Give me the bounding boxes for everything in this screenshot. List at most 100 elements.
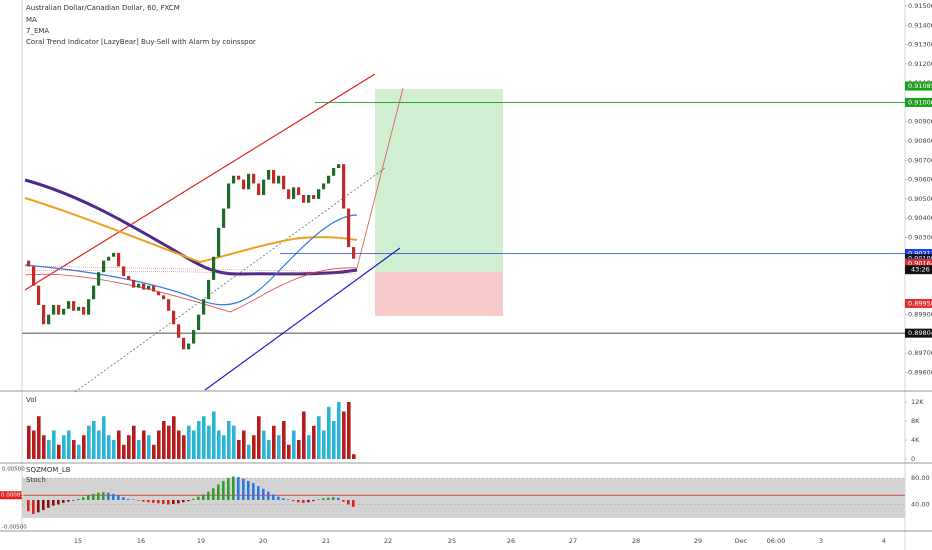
momentum-bar (92, 493, 95, 500)
volume-bar (182, 435, 186, 459)
candle (57, 304, 61, 315)
momentum-bar (87, 495, 90, 500)
momentum-bar (117, 495, 120, 500)
oscillator-label: SQZMOM_LB (26, 466, 71, 474)
x-tick-label: 27 (569, 537, 577, 545)
candle (272, 169, 276, 184)
candle (282, 175, 286, 190)
projection (356, 87, 404, 269)
volume-bar (27, 425, 31, 459)
momentum-bar (82, 497, 85, 500)
momentum-bar (177, 500, 180, 504)
volume-bar (247, 444, 251, 459)
volume-bar (107, 435, 111, 459)
volume-bar (312, 425, 316, 459)
candle (127, 276, 131, 280)
candle (187, 343, 191, 350)
momentum-bar (152, 500, 155, 503)
momentum-bar (207, 491, 210, 500)
momentum-bar (352, 500, 355, 507)
candle (122, 266, 126, 277)
momentum-bar (167, 500, 170, 505)
momentum-bar (52, 500, 55, 506)
momentum-bar (62, 500, 65, 503)
candle (172, 310, 176, 325)
volume-bar (122, 444, 126, 459)
candle (137, 283, 141, 288)
momentum-bar (327, 497, 330, 500)
ma-mid (24, 197, 358, 264)
x-tick-label: 15 (74, 537, 82, 545)
momentum-bar (187, 500, 190, 502)
candle (47, 314, 51, 325)
candle (337, 164, 341, 169)
volume-tick-label: 4K (911, 436, 920, 444)
candle (212, 256, 216, 280)
indicator-label: 7_EMA (26, 27, 49, 35)
candle (42, 304, 46, 325)
candle (277, 175, 281, 184)
ma-long (24, 178, 358, 276)
momentum-bar (247, 480, 250, 500)
candle (117, 252, 121, 267)
momentum-bar (222, 480, 225, 500)
volume-bar (327, 406, 331, 459)
countdown: 43:26 (911, 266, 930, 274)
volume-bar (287, 444, 291, 459)
momentum-bar (57, 500, 60, 505)
stoch-band (22, 478, 905, 518)
candle (72, 301, 76, 311)
candle (287, 189, 291, 199)
volume-tick-label: 8K (911, 417, 920, 425)
candle (322, 183, 326, 190)
momentum-bar (292, 500, 295, 502)
momentum-bar (297, 500, 300, 503)
x-tick-label: 21 (322, 537, 330, 545)
volume-bar (272, 425, 276, 459)
momentum-bar (192, 498, 195, 500)
candle (167, 299, 171, 311)
candle (177, 324, 181, 338)
momentum-bar (262, 488, 265, 500)
candle (202, 299, 206, 315)
candle (67, 301, 71, 309)
price-badge (905, 81, 932, 91)
volume-bar (57, 444, 61, 459)
momentum-bar (347, 500, 350, 505)
volume-bar (202, 416, 206, 459)
momentum-bar (112, 493, 115, 500)
volume-bar (167, 425, 171, 459)
momentum-bar (137, 500, 140, 501)
momentum-bar (157, 500, 160, 504)
candle (182, 337, 186, 350)
volume-label: Vol (26, 396, 37, 404)
volume-bar (267, 440, 271, 459)
volume-bar (157, 430, 161, 459)
volume-bar (172, 416, 176, 459)
volume-bar (152, 444, 156, 459)
momentum-bar (317, 499, 320, 500)
price-badge (905, 248, 932, 258)
price-badge (905, 328, 932, 338)
volume-bar (102, 416, 106, 459)
x-tick-label: 06:00 (767, 537, 786, 545)
candle (222, 208, 226, 228)
coral-trend (24, 267, 358, 313)
candle (257, 183, 261, 196)
x-tick-label: 3 (819, 537, 823, 545)
momentum-bar (202, 494, 205, 500)
x-tick-label: 25 (448, 537, 456, 545)
candle (92, 285, 96, 300)
candle (292, 187, 296, 199)
volume-bar (307, 435, 311, 459)
momentum-bar (37, 500, 40, 513)
indicator-label: Coral Trend Indicator [LazyBear] Buy-Sel… (26, 38, 256, 46)
momentum-bar (242, 478, 245, 500)
volume-bar (212, 411, 216, 459)
volume-tick-label: 12K (911, 398, 924, 406)
x-tick-label: 19 (197, 537, 205, 545)
candle (227, 183, 231, 209)
